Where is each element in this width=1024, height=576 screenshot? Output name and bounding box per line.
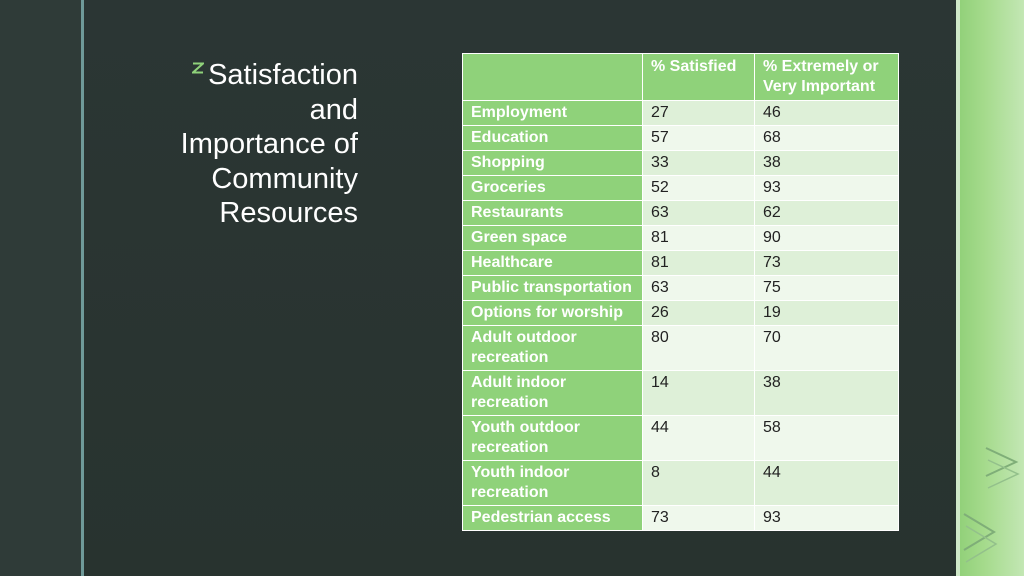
resource-label: Green space xyxy=(462,225,643,251)
table-row: Adult outdoor recreation 80 70 xyxy=(462,325,899,371)
satisfied-value: 52 xyxy=(642,175,755,201)
resources-table: % Satisfied % Extremely or Very Importan… xyxy=(462,53,899,531)
table-row: Education 57 68 xyxy=(462,125,899,151)
table-row: Groceries 52 93 xyxy=(462,175,899,201)
important-value: 73 xyxy=(754,250,899,276)
satisfied-value: 63 xyxy=(642,200,755,226)
resource-label: Healthcare xyxy=(462,250,643,276)
satisfied-value: 33 xyxy=(642,150,755,176)
resource-label: Shopping xyxy=(462,150,643,176)
satisfied-value: 81 xyxy=(642,225,755,251)
table-header-row: % Satisfied % Extremely or Very Importan… xyxy=(462,53,899,101)
important-value: 93 xyxy=(754,175,899,201)
resource-label: Restaurants xyxy=(462,200,643,226)
satisfied-value: 80 xyxy=(642,325,755,371)
satisfied-value: 63 xyxy=(642,275,755,301)
satisfied-value: 81 xyxy=(642,250,755,276)
left-rule xyxy=(81,0,84,576)
table-row: Options for worship 26 19 xyxy=(462,300,899,326)
header-important: % Extremely or Very Important xyxy=(754,53,899,101)
resource-label: Pedestrian access xyxy=(462,505,643,531)
satisfied-value: 14 xyxy=(642,370,755,416)
resource-label: Groceries xyxy=(462,175,643,201)
slide-title: Satisfaction and Importance of Community… xyxy=(180,59,358,229)
important-value: 70 xyxy=(754,325,899,371)
important-value: 93 xyxy=(754,505,899,531)
important-value: 75 xyxy=(754,275,899,301)
resource-label: Options for worship xyxy=(462,300,643,326)
satisfied-value: 57 xyxy=(642,125,755,151)
important-value: 46 xyxy=(754,100,899,126)
right-accent-band xyxy=(956,0,1024,576)
important-value: 19 xyxy=(754,300,899,326)
satisfied-value: 27 xyxy=(642,100,755,126)
table-row: Green space 81 90 xyxy=(462,225,899,251)
resource-label: Youth outdoor recreation xyxy=(462,415,643,461)
header-resource xyxy=(462,53,643,101)
header-satisfied: % Satisfied xyxy=(642,53,755,101)
table-row: Pedestrian access 73 93 xyxy=(462,505,899,531)
table-row: Youth outdoor recreation 44 58 xyxy=(462,415,899,461)
table-row: Healthcare 81 73 xyxy=(462,250,899,276)
left-band xyxy=(0,0,82,576)
resource-label: Youth indoor recreation xyxy=(462,460,643,506)
important-value: 44 xyxy=(754,460,899,506)
chevron-right-icon xyxy=(963,447,1020,563)
important-value: 38 xyxy=(754,370,899,416)
table-row: Youth indoor recreation 8 44 xyxy=(462,460,899,506)
important-value: 62 xyxy=(754,200,899,226)
resource-label: Employment xyxy=(462,100,643,126)
table-row: Shopping 33 38 xyxy=(462,150,899,176)
resource-label: Public transportation xyxy=(462,275,643,301)
important-value: 90 xyxy=(754,225,899,251)
satisfied-value: 26 xyxy=(642,300,755,326)
satisfied-value: 8 xyxy=(642,460,755,506)
satisfied-value: 73 xyxy=(642,505,755,531)
table-row: Restaurants 63 62 xyxy=(462,200,899,226)
resource-label: Adult indoor recreation xyxy=(462,370,643,416)
resource-label: Education xyxy=(462,125,643,151)
table-row: Employment 27 46 xyxy=(462,100,899,126)
important-value: 68 xyxy=(754,125,899,151)
table-row: Adult indoor recreation 14 38 xyxy=(462,370,899,416)
z-logo-icon xyxy=(192,62,204,74)
right-rule xyxy=(956,0,960,576)
satisfied-value: 44 xyxy=(642,415,755,461)
important-value: 58 xyxy=(754,415,899,461)
resource-label: Adult outdoor recreation xyxy=(462,325,643,371)
important-value: 38 xyxy=(754,150,899,176)
table-row: Public transportation 63 75 xyxy=(462,275,899,301)
